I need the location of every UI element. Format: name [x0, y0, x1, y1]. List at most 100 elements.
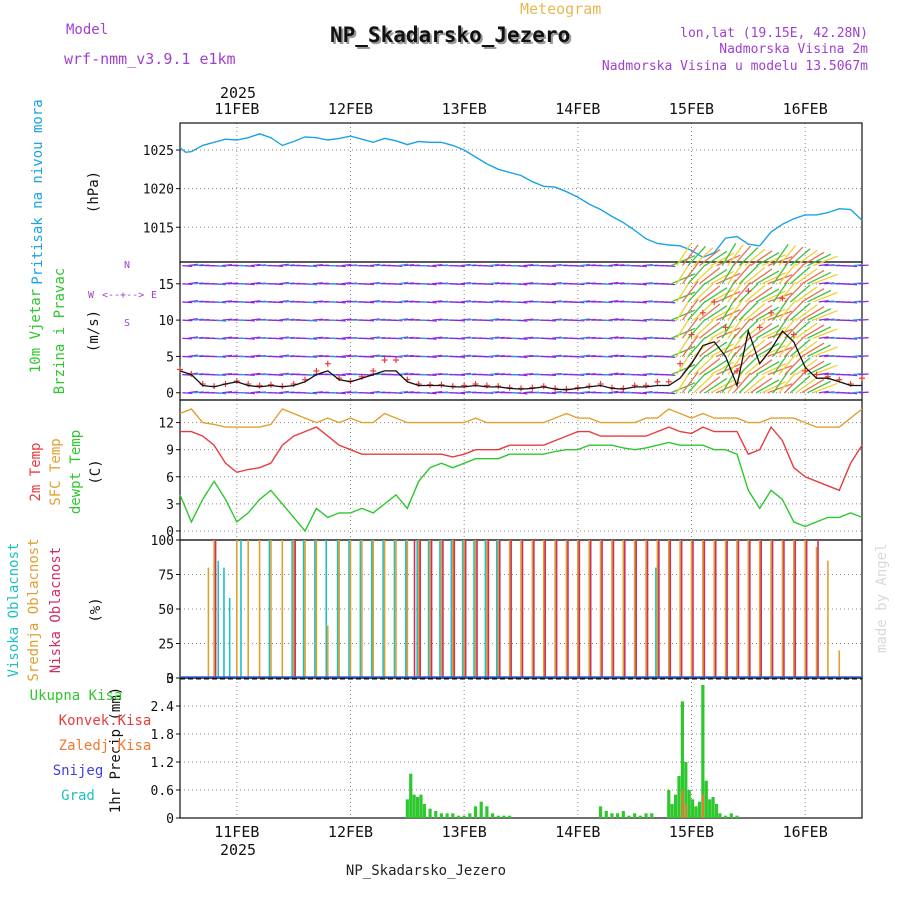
x-tick-label-top: 13FEB [442, 100, 487, 118]
wind-arrow [859, 356, 869, 357]
dewpt-line [180, 443, 862, 532]
total-rain-bar [691, 799, 694, 818]
total-rain-bar [434, 811, 437, 818]
wind-arrow [665, 320, 675, 321]
total-rain-bar [705, 781, 708, 818]
compass-south: S [124, 318, 130, 329]
total-rain-bar [694, 806, 697, 818]
total-rain-bar [677, 776, 680, 818]
wind-arrow [859, 374, 869, 375]
panel-frame-pressure [180, 123, 862, 262]
precip-legend-item: Snijeg [53, 763, 104, 779]
y-tick-label: 12 [158, 417, 174, 432]
total-rain-bar [599, 806, 602, 818]
total-rain-bar [711, 797, 714, 818]
total-rain-bar [650, 813, 653, 818]
y-tick-label: 25 [158, 638, 174, 653]
wind-arrow [665, 338, 675, 339]
station-title: NP_Skadarsko_Jezero [330, 23, 570, 47]
total-rain-bar [457, 816, 460, 818]
temp-2m-line [180, 427, 862, 490]
total-rain-bar [413, 795, 416, 818]
total-rain-bar [480, 802, 483, 818]
total-rain-bar [671, 804, 674, 818]
y-tick-label: 3 [166, 498, 174, 513]
y-tick-label: 50 [158, 603, 174, 618]
total-rain-bar [667, 790, 670, 818]
wind-axis-unit: (m/s) [86, 310, 102, 352]
altitude: Nadmorska Visina 2m [719, 42, 868, 57]
total-rain-bar [423, 804, 426, 818]
precip-legend-item: Konvek.Kisa [59, 713, 152, 729]
pressure-axis-unit: (hPa) [86, 171, 102, 213]
y-tick-label: 9 [166, 444, 174, 459]
total-rain-bar [474, 806, 477, 818]
high-cloud-axis-title: Visoka Oblacnost [6, 543, 22, 678]
temp-axis-unit: (C) [88, 459, 104, 484]
total-rain-bar [698, 802, 701, 818]
total-rain-bar [485, 806, 488, 818]
total-rain-bar [491, 813, 494, 818]
wind-arrow [665, 375, 675, 376]
y-tick-label: 0 [166, 387, 174, 402]
y-tick-label: 10 [158, 314, 174, 329]
wind-arrow [665, 284, 675, 285]
y-tick-label: 15 [158, 278, 174, 293]
precip-legend-item: Zaledj.Kisa [59, 738, 152, 754]
low-cloud-axis-title: Niska Oblacnost [48, 547, 64, 673]
wind-arrow [859, 320, 869, 321]
y-tick-label: 1025 [143, 144, 174, 159]
total-rain-bar [674, 795, 677, 818]
y-tick-label: 3 [166, 672, 174, 687]
total-rain-bar [502, 816, 505, 818]
total-rain-bar [644, 813, 647, 818]
wind-arrow [859, 301, 869, 302]
wind-axis-subtitle: Brzina i Pravac [52, 268, 68, 394]
pressure-axis-title: Pritisak na nivou mora [30, 99, 46, 284]
y-tick-label: 6 [166, 471, 174, 486]
total-rain-bar [616, 813, 619, 818]
location-coords: lon,lat (19.15E, 42.28N) [680, 26, 868, 41]
total-rain-bar [735, 816, 738, 818]
total-rain-bar [610, 813, 613, 818]
total-rain-bar [419, 795, 422, 818]
total-rain-bar [718, 813, 721, 818]
total-rain-bar [633, 813, 636, 818]
x-tick-label-bottom: 12FEB [328, 823, 373, 841]
total-rain-bar [497, 816, 500, 818]
mid-cloud-axis-title: Srednja Oblacnost [26, 538, 42, 681]
total-rain-bar [440, 813, 443, 818]
panel-frame-precip [180, 678, 862, 818]
total-rain-bar [508, 816, 511, 818]
y-tick-label: 1020 [143, 183, 174, 198]
wind-arrow [859, 265, 869, 266]
x-tick-label-bottom: 15FEB [669, 823, 714, 841]
model-altitude: Nadmorska Visina u modelu 13.5067m [602, 59, 868, 74]
wind-arrow [665, 356, 675, 357]
x-tick-label-bottom: 16FEB [783, 823, 828, 841]
compass-rose: <--+--> [102, 290, 144, 301]
total-rain-bar [468, 813, 471, 818]
x-tick-label-top: 15FEB [669, 100, 714, 118]
y-tick-label: 75 [158, 569, 174, 584]
y-tick-label: 1.2 [151, 756, 174, 771]
temp-2m-axis-title: 2m Temp [28, 442, 44, 501]
credit: made by Angel [874, 543, 890, 653]
total-rain-bar [708, 799, 711, 818]
panels: 101510201025051015036912025507510000.61.… [6, 99, 869, 841]
y-tick-label: 2.4 [151, 700, 175, 715]
total-rain-bar [409, 774, 412, 818]
x-tick-label-top: 16FEB [783, 100, 828, 118]
y-tick-label: 0 [166, 812, 174, 827]
y-tick-label: 100 [151, 534, 174, 549]
convective-rain-bar [702, 795, 704, 818]
precip-legend-item: Ukupna Kisa [30, 688, 123, 704]
panel-frame-temperature [180, 400, 862, 540]
total-rain-bar [730, 813, 733, 818]
x-tick-label-top: 11FEB [214, 100, 259, 118]
cloud-axis-unit: (%) [88, 597, 104, 622]
compass-north: N [124, 260, 130, 271]
total-rain-bar [622, 811, 625, 818]
